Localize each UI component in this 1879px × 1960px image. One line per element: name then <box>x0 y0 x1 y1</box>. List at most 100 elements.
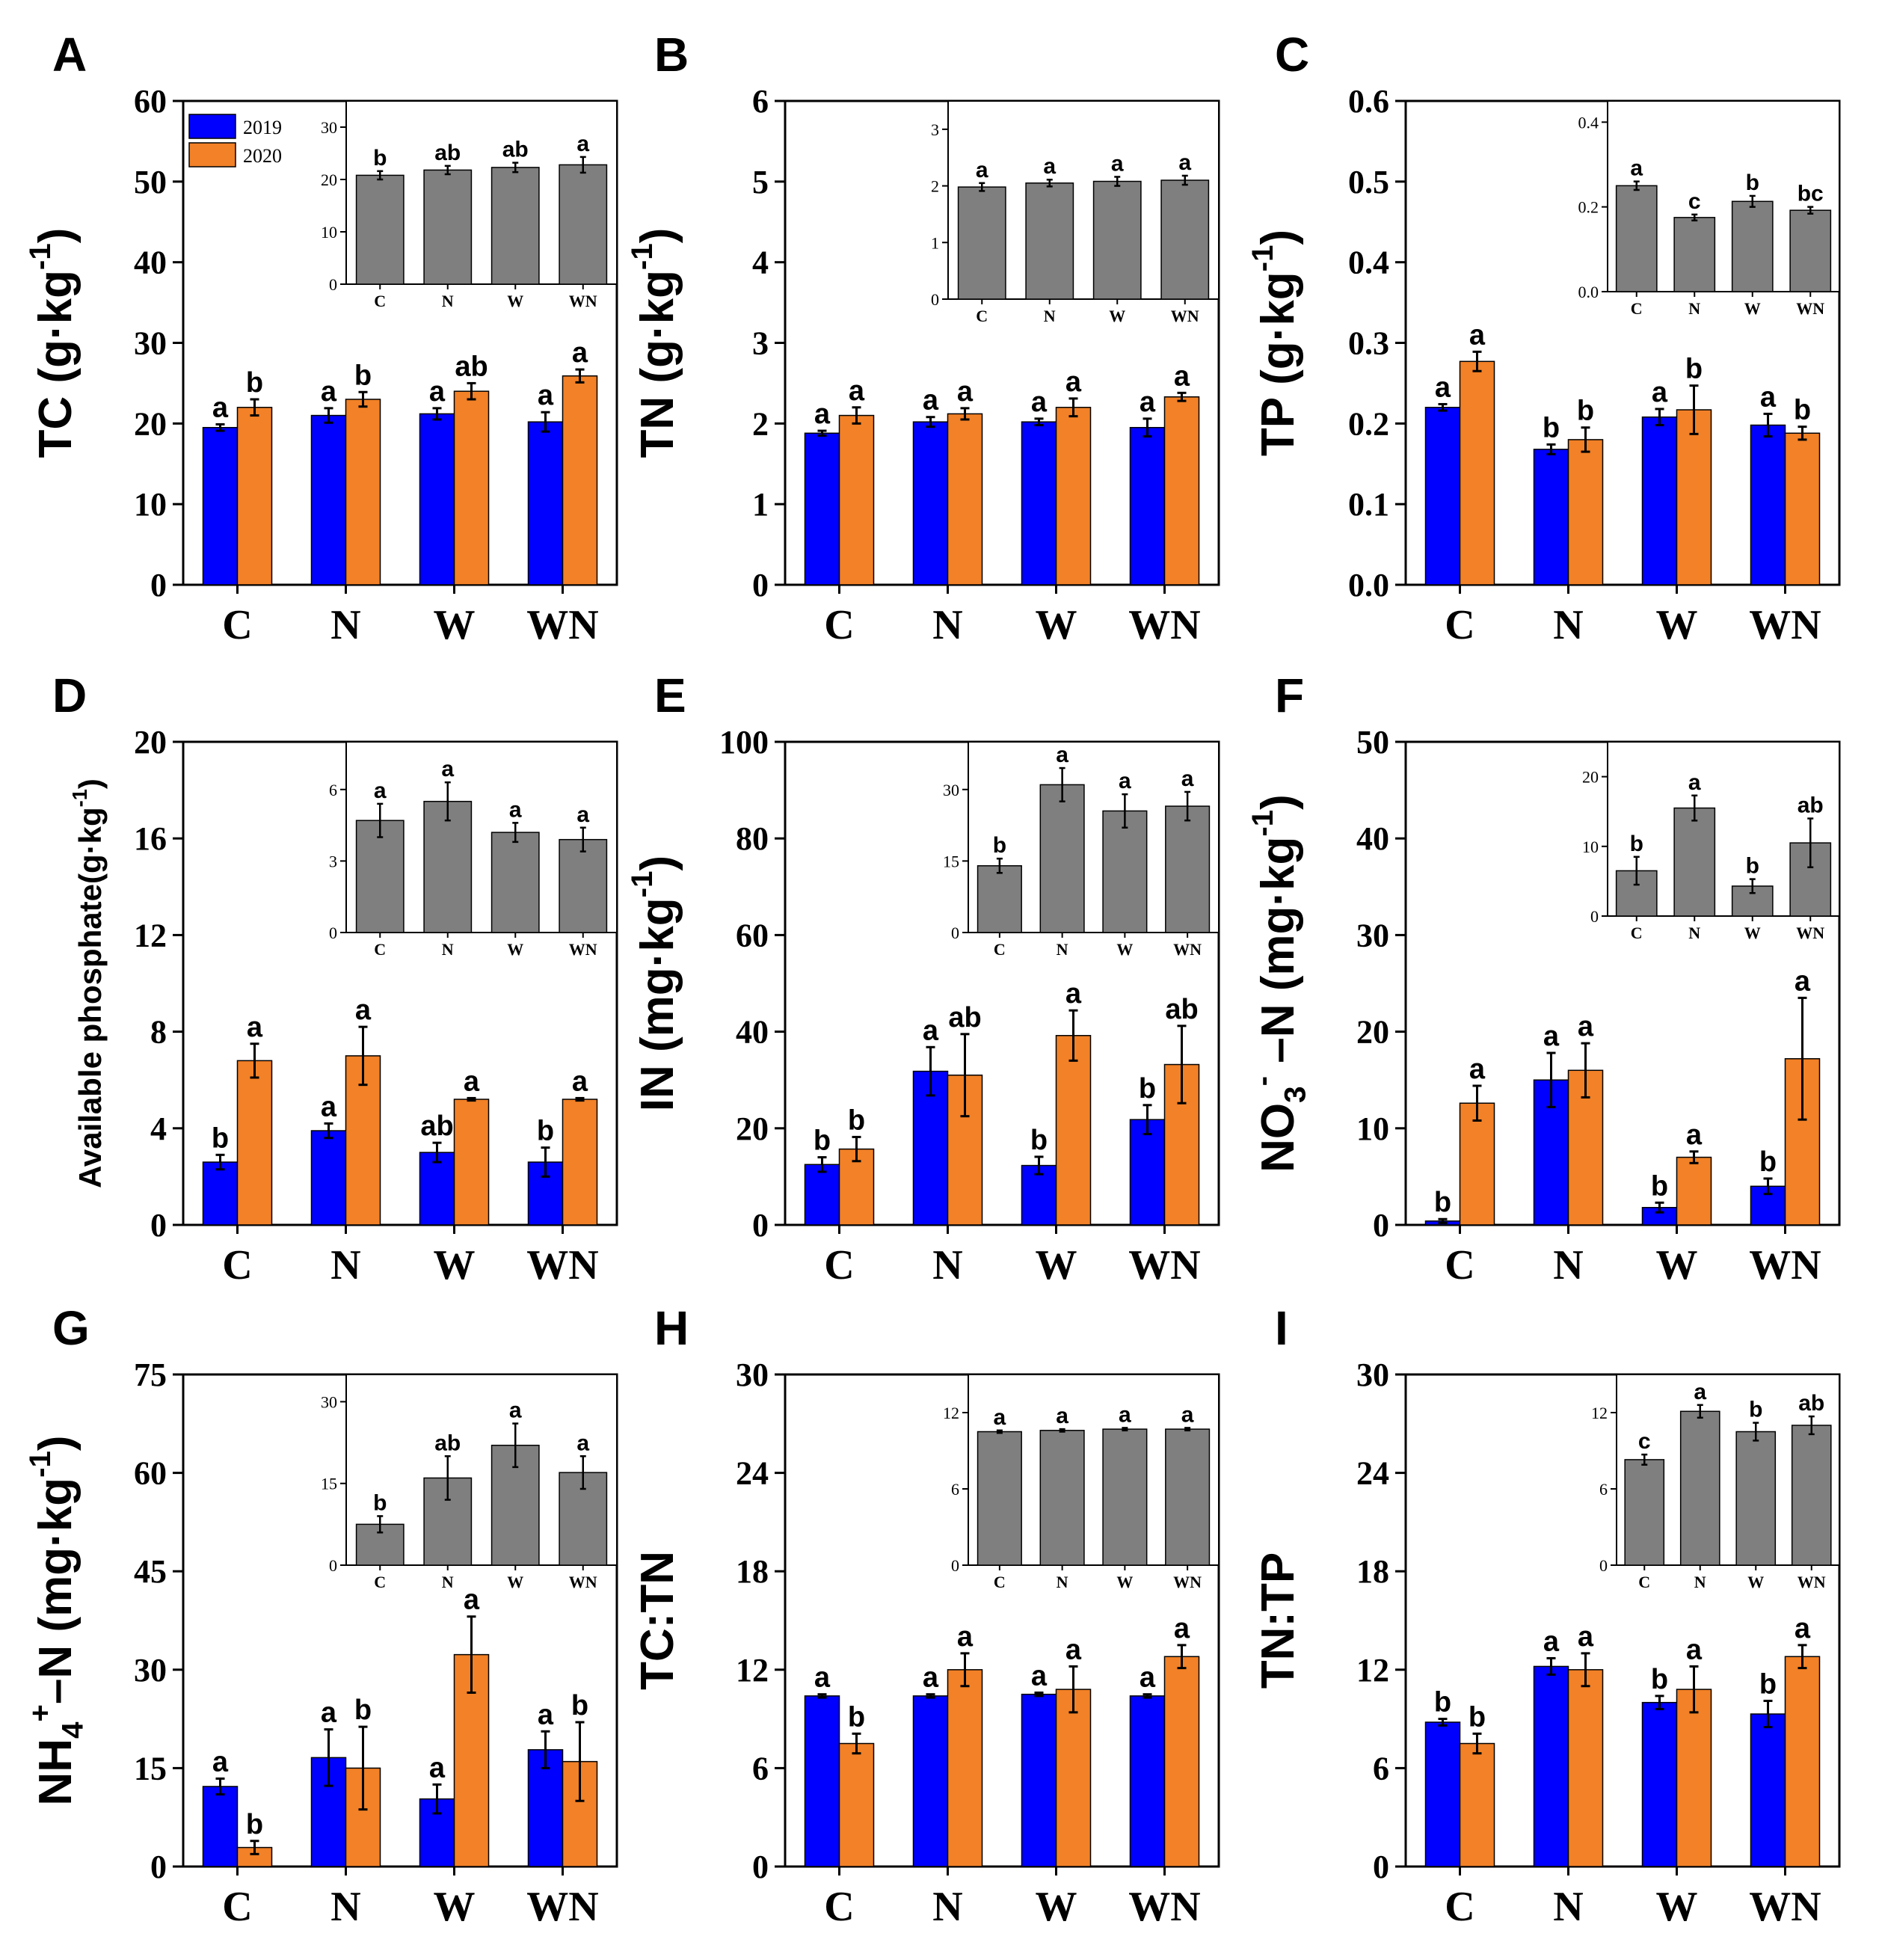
significance-label: b <box>354 1695 372 1726</box>
inset-bar-WN <box>1791 1425 1832 1566</box>
y-axis-label: TP (g·kg-1) <box>1246 230 1304 456</box>
inset-x-tick-label: W <box>1116 940 1133 959</box>
bar-2019-N <box>310 414 347 586</box>
inset-significance-label: a <box>1119 769 1131 793</box>
significance-label: a <box>572 337 588 369</box>
inset-significance-label: a <box>509 797 522 822</box>
ylabel-sup2: -1 <box>23 1451 57 1478</box>
inset-bar-C <box>1624 1459 1665 1566</box>
inset-y-tick-label: 0 <box>1590 907 1599 926</box>
significance-label: a <box>849 375 865 407</box>
inset-x-tick-label: W <box>1109 307 1125 325</box>
inset-x-tick-label: N <box>1044 307 1056 325</box>
inset-significance-label: a <box>1111 151 1124 176</box>
panel-letter: A <box>52 28 87 82</box>
inset-significance-label: a <box>1056 743 1068 767</box>
significance-label: a <box>1795 1613 1811 1644</box>
inset-chart: 0 10 20 30 Cb Nab Wab WN a <box>321 100 618 310</box>
inset-x-tick-label: C <box>994 940 1006 959</box>
ylabel-main: TN:TP <box>1252 1552 1304 1689</box>
bar-2020-W <box>1055 1689 1092 1867</box>
ylabel-main: TN (g·kg <box>632 270 683 458</box>
ylabel-sup: -1 <box>1246 245 1279 271</box>
inset-x-tick-label: C <box>374 292 386 310</box>
inset-bar-C <box>355 820 405 933</box>
inset-chart: 0 10 20 Cb Na Wb WN ab <box>1582 741 1840 942</box>
inset-bar-N <box>1673 807 1716 917</box>
inset-y-tick-label: 0 <box>951 1556 959 1575</box>
y-axis-label: TC:TN <box>632 1551 683 1690</box>
inset-chart: 0.0 0.2 0.4 Ca Nc Wb WN bc <box>1578 100 1840 318</box>
inset-y-tick-label: 2 <box>931 177 939 196</box>
inset-significance-label: b <box>993 833 1006 858</box>
y-tick-label: 20 <box>1356 1014 1389 1051</box>
significance-label: a <box>1140 387 1156 418</box>
inset-chart: 0 1 2 3 Ca Na Wa WN a <box>931 100 1220 325</box>
inset-x-tick-label: WN <box>1797 1573 1826 1591</box>
inset-x-tick-label: C <box>976 307 988 325</box>
significance-label: a <box>1174 360 1190 392</box>
significance-label: a <box>957 1621 974 1653</box>
y-tick-label: 12 <box>134 917 167 953</box>
significance-label: a <box>1543 1626 1560 1657</box>
y-axis-label: TN:TP <box>1252 1552 1304 1689</box>
y-tick-label: 4 <box>752 245 769 281</box>
y-tick-label: 0 <box>752 1849 769 1885</box>
y-tick-label: 5 <box>752 164 769 200</box>
inset-y-tick-label: 10 <box>321 223 337 242</box>
y-tick-label: 0.1 <box>1348 486 1389 523</box>
ylabel-tail: ) <box>632 228 683 244</box>
y-tick-label: 0.4 <box>1348 245 1389 281</box>
inset-x-tick-label: N <box>1688 299 1700 318</box>
y-tick-label: 20 <box>736 1110 769 1147</box>
significance-label: b <box>1759 1146 1777 1178</box>
inset-bar-N <box>423 169 473 285</box>
significance-label: a <box>1469 319 1486 351</box>
ylabel-tail: ) <box>1252 230 1304 245</box>
inset-x-tick-label: C <box>374 1573 386 1591</box>
bar-2020-C <box>1459 1742 1495 1867</box>
panel-letter: H <box>654 1301 689 1355</box>
ylabel-sup2: -1 <box>1246 810 1279 837</box>
panel-letter: E <box>654 669 686 722</box>
inset-bar-W <box>1731 200 1774 292</box>
inset-significance-label: ab <box>1798 1391 1824 1416</box>
y-tick-label: 30 <box>736 1357 769 1393</box>
y-axis-label: NH4+–N (mg·kg-1) <box>23 1435 89 1805</box>
significance-label: b <box>1434 1187 1451 1218</box>
significance-label: a <box>212 1746 229 1778</box>
inset-significance-label: a <box>1119 1402 1131 1427</box>
y-tick-label: 0 <box>1373 1849 1389 1885</box>
y-tick-label: 0 <box>150 567 167 603</box>
inset-significance-label: a <box>1181 767 1194 791</box>
inset-bar-WN <box>1789 209 1832 292</box>
bar-2020-W <box>453 390 490 586</box>
y-tick-label: 0 <box>752 1207 769 1244</box>
inset-bar-N <box>1039 784 1085 933</box>
y-tick-label: 30 <box>134 325 167 362</box>
y-tick-label: 18 <box>1356 1553 1389 1590</box>
inset-significance-label: b <box>1749 1398 1762 1422</box>
y-tick-label: 0.5 <box>1348 164 1389 200</box>
y-tick-label: 30 <box>1356 917 1389 953</box>
y-tick-label: 0.3 <box>1348 325 1389 362</box>
significance-label: a <box>1686 1119 1703 1151</box>
bar-2020-WN <box>1163 396 1200 586</box>
significance-label: a <box>1065 978 1082 1010</box>
significance-label: a <box>1031 387 1048 418</box>
significance-label: a <box>1065 366 1082 398</box>
y-tick-label: 6 <box>752 83 769 120</box>
inset-bar-C <box>977 865 1022 933</box>
significance-label: a <box>957 376 974 408</box>
bar-2019-W <box>419 1152 455 1226</box>
significance-label: a <box>321 1091 337 1122</box>
significance-label: b <box>1543 412 1560 443</box>
significance-label: b <box>1651 1664 1668 1695</box>
inset-bar-WN <box>1165 805 1211 933</box>
y-tick-label: 50 <box>1356 724 1389 761</box>
inset-significance-label: a <box>994 1405 1006 1430</box>
